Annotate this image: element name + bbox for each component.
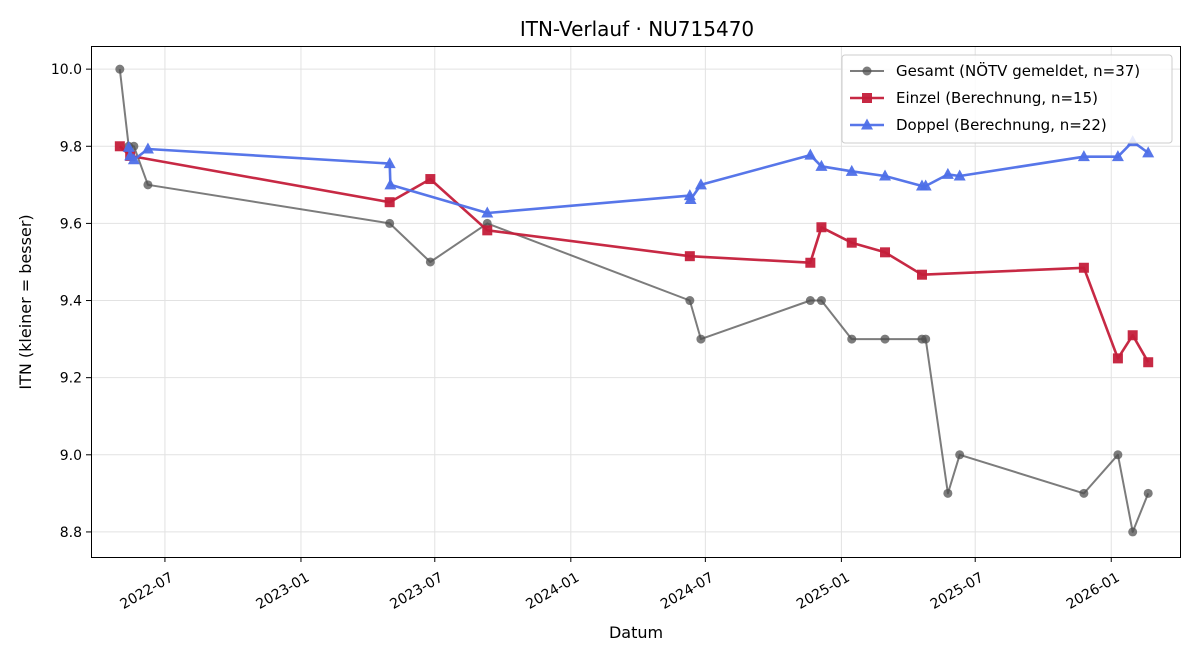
data-point — [879, 169, 892, 181]
legend-label: Doppel (Berechnung, n=22) — [896, 116, 1107, 134]
data-point — [684, 251, 695, 262]
data-point — [805, 296, 815, 306]
data-point — [1143, 357, 1154, 368]
data-point — [880, 334, 890, 344]
plot-frame — [91, 46, 1181, 558]
data-point — [115, 64, 125, 74]
data-point — [804, 148, 817, 160]
series-2 — [122, 135, 1155, 218]
data-point — [384, 197, 395, 208]
data-point — [481, 206, 494, 218]
data-point — [122, 140, 135, 152]
legend-label: Einzel (Berechnung, n=15) — [896, 89, 1098, 107]
data-point — [846, 237, 857, 248]
data-point — [385, 218, 395, 228]
data-point — [383, 157, 396, 169]
data-point — [1127, 330, 1138, 341]
data-point — [1128, 527, 1138, 537]
legend-label: Gesamt (NÖTV gemeldet, n=37) — [896, 61, 1140, 80]
data-point — [384, 178, 397, 190]
data-point — [1143, 488, 1153, 498]
data-point — [815, 159, 828, 171]
data-point — [141, 142, 154, 154]
data-point — [1142, 146, 1155, 158]
data-point — [1111, 150, 1124, 162]
legend-marker — [862, 66, 872, 76]
legend-marker — [861, 118, 873, 130]
legend-marker — [862, 93, 872, 103]
y-tick-label: 9.4 — [60, 294, 82, 310]
legend-item-2: Doppel (Berechnung, n=22) — [850, 116, 1107, 134]
data-point — [482, 225, 493, 236]
data-point — [1112, 353, 1123, 364]
data-point — [921, 334, 931, 344]
legend: Gesamt (NÖTV gemeldet, n=37) Einzel (Bere… — [841, 54, 1173, 144]
data-point — [955, 450, 965, 460]
y-tick-label: 9.8 — [60, 139, 82, 155]
data-point — [919, 179, 932, 191]
data-point — [425, 257, 435, 267]
y-tick-label: 9.6 — [60, 216, 82, 232]
data-point — [916, 269, 927, 280]
legend-item-0: Gesamt (NÖTV gemeldet, n=37) — [850, 61, 1140, 80]
data-point — [816, 296, 826, 306]
series-line — [127, 140, 1149, 215]
legend-item-1: Einzel (Berechnung, n=15) — [850, 89, 1098, 107]
data-point — [694, 178, 707, 190]
data-point — [1113, 450, 1123, 460]
data-point — [880, 247, 891, 258]
data-point — [1079, 488, 1089, 498]
y-tick-label: 8.8 — [60, 525, 82, 541]
data-point — [1078, 262, 1089, 273]
data-point — [953, 169, 966, 181]
data-point — [847, 334, 857, 344]
chart-title: ITN-Verlauf · NU715470 — [520, 17, 754, 41]
data-point — [685, 296, 695, 306]
y-tick-label: 9.2 — [60, 371, 82, 387]
data-point — [816, 222, 827, 233]
legend-box — [841, 54, 1173, 144]
data-point — [1077, 150, 1090, 162]
data-point — [143, 180, 153, 190]
data-point — [845, 164, 858, 176]
data-point — [696, 334, 706, 344]
data-point — [127, 153, 140, 165]
data-point — [425, 174, 436, 185]
x-axis-label: Datum — [609, 623, 663, 642]
data-point — [941, 167, 954, 179]
y-axis-label: ITN (kleiner = besser) — [16, 214, 35, 389]
data-point — [684, 192, 697, 204]
y-tick-label: 9.0 — [60, 448, 82, 464]
data-point — [114, 141, 125, 152]
series-0 — [115, 64, 1153, 537]
data-point — [943, 488, 953, 498]
data-point — [805, 257, 816, 268]
y-tick-label: 10.0 — [51, 62, 82, 78]
series-layer — [114, 64, 1155, 537]
